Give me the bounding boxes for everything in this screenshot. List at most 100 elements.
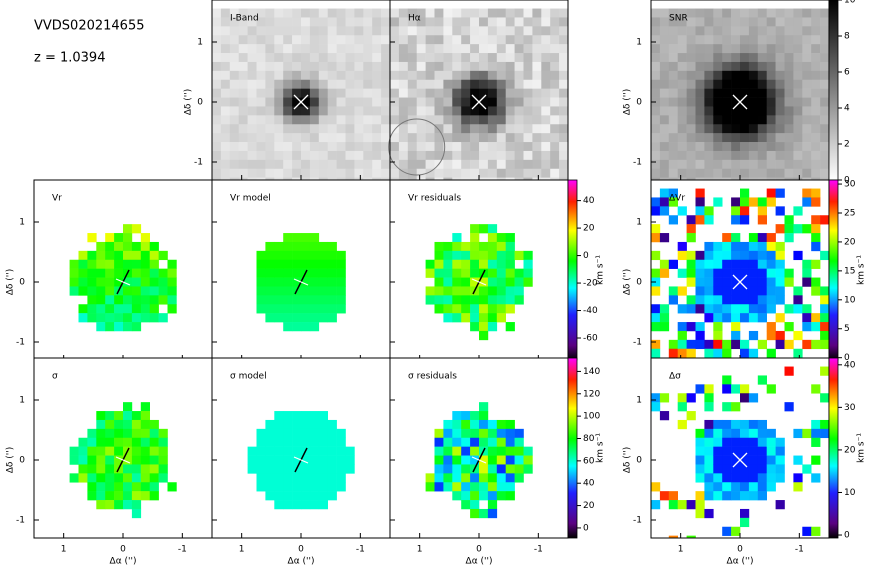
pixel — [470, 277, 480, 287]
pixel — [811, 88, 821, 98]
pixel — [496, 286, 506, 296]
pixel — [336, 17, 346, 27]
pixel — [443, 482, 453, 492]
pixel — [381, 97, 391, 107]
pixel — [247, 464, 257, 474]
pixel — [309, 295, 320, 305]
pixel — [820, 339, 830, 350]
pixel — [820, 124, 830, 134]
pixel — [820, 8, 830, 18]
pixel — [686, 535, 696, 539]
pixel — [238, 53, 248, 63]
pixel — [105, 277, 115, 287]
pixel — [811, 115, 821, 125]
pixel — [559, 106, 569, 116]
pixel — [265, 61, 275, 72]
pixel — [722, 437, 732, 447]
pixel — [87, 295, 97, 305]
pixel — [505, 277, 515, 287]
pixel — [775, 79, 785, 89]
pixel — [461, 133, 471, 143]
pixel — [381, 53, 391, 63]
pixel — [505, 437, 515, 447]
pixel — [487, 500, 498, 510]
pixel — [461, 106, 471, 116]
pixel — [318, 124, 328, 134]
pixel — [748, 464, 759, 474]
pixel — [398, 17, 409, 27]
pixel — [775, 106, 785, 116]
pixel — [811, 215, 821, 225]
pixel — [283, 491, 293, 501]
panel: 1 0 -110-1Δα ('')Δδ ('')Δσ — [623, 357, 830, 567]
pixel — [292, 159, 302, 170]
pixel — [96, 286, 106, 296]
pixel — [559, 133, 569, 143]
pixel — [327, 168, 337, 178]
pixel — [820, 53, 830, 63]
pixel — [345, 124, 355, 134]
pixel — [69, 446, 79, 456]
pixel — [748, 150, 759, 161]
colorbar-tick-label: 60 — [583, 456, 595, 466]
pixel — [532, 35, 542, 45]
pixel — [407, 53, 417, 63]
pixel — [740, 97, 750, 107]
pixel — [283, 419, 293, 430]
pixel — [695, 159, 705, 170]
pixel — [274, 446, 284, 456]
pixel — [820, 330, 830, 341]
pixel — [407, 133, 417, 143]
pixel — [327, 250, 337, 261]
pixel — [757, 35, 767, 45]
pixel — [559, 115, 569, 125]
pixel — [149, 446, 159, 456]
pixel — [309, 411, 320, 421]
pixel — [713, 44, 723, 54]
pixel — [283, 35, 293, 45]
pixel — [390, 44, 400, 54]
pixel — [69, 259, 79, 269]
pixel — [247, 26, 257, 36]
pixel — [407, 177, 417, 181]
pixel — [452, 250, 462, 261]
pixel — [695, 106, 705, 116]
pixel — [78, 446, 88, 456]
pixel — [686, 35, 696, 45]
pixel — [559, 88, 569, 98]
pixel — [470, 79, 480, 89]
pixel — [686, 79, 696, 89]
pixel — [793, 70, 803, 81]
pixel — [452, 286, 462, 296]
pixel — [354, 53, 364, 63]
pixel — [283, 142, 293, 152]
pixel — [238, 150, 248, 161]
pixel — [78, 473, 88, 483]
pixel — [784, 79, 794, 89]
pixel — [470, 97, 480, 107]
pixel — [470, 44, 480, 54]
y-axis-label: Δδ ('') — [623, 447, 633, 474]
pixel — [659, 168, 670, 178]
pixel — [505, 473, 515, 483]
pixel — [140, 437, 150, 447]
pixel — [345, 8, 355, 18]
pixel — [713, 286, 723, 296]
pixel — [740, 455, 750, 465]
pixel — [695, 35, 705, 45]
pixel — [550, 97, 560, 107]
pixel — [740, 517, 750, 528]
pixel — [114, 313, 124, 323]
pixel — [318, 53, 328, 63]
pixel — [283, 61, 293, 72]
pixel — [811, 224, 821, 234]
pixel — [686, 159, 696, 170]
pixel — [292, 455, 302, 465]
pixel — [229, 88, 239, 98]
pixel — [443, 268, 453, 278]
pixel — [318, 44, 328, 54]
pixel — [713, 61, 723, 72]
pixel — [559, 142, 569, 152]
y-tick-label: 0 — [19, 456, 25, 466]
